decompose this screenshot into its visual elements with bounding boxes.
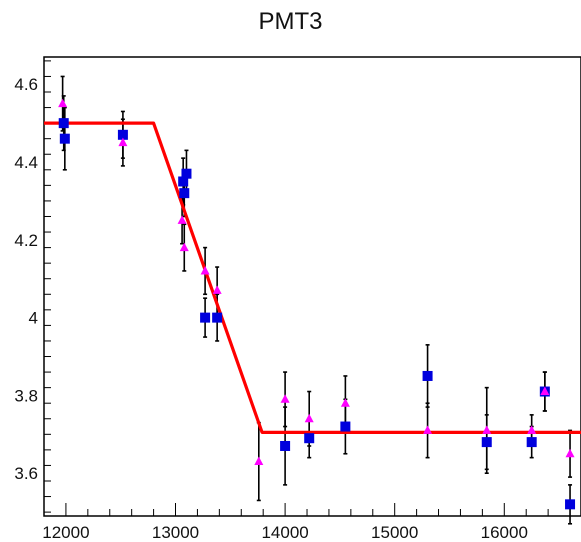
y-tick-label: 4.6 — [14, 75, 38, 94]
x-tick-label: 14000 — [261, 523, 308, 542]
triangle-point — [212, 285, 222, 294]
triangle-point — [177, 215, 187, 224]
x-tick-label: 16000 — [481, 523, 528, 542]
square-point — [178, 176, 189, 187]
square-point — [565, 499, 576, 510]
triangle-point — [527, 425, 537, 434]
x-tick-label: 13000 — [152, 523, 199, 542]
square-point — [59, 133, 70, 144]
square-point — [526, 437, 537, 448]
triangle-point — [58, 98, 68, 108]
triangle-point — [280, 394, 290, 403]
y-tick-label: 3.6 — [14, 464, 38, 483]
y-tick-label: 4.4 — [14, 153, 38, 172]
chart-title: PMT3 — [258, 8, 323, 35]
x-tick-label: 15000 — [371, 523, 418, 542]
y-tick-label: 4.2 — [14, 231, 38, 250]
square-point — [181, 168, 192, 179]
triangle-point — [254, 456, 264, 466]
fit-line — [44, 121, 581, 434]
square-point — [481, 437, 492, 448]
square-point — [422, 370, 433, 381]
triangle-point — [540, 386, 550, 396]
y-tick-label: 3.8 — [14, 386, 38, 405]
triangle-point — [482, 425, 492, 434]
square-point — [304, 433, 315, 444]
triangle-point — [179, 242, 189, 252]
square-point — [340, 421, 351, 432]
x-tick-label: 12000 — [42, 523, 89, 542]
square-point — [179, 188, 190, 199]
square-point — [280, 440, 291, 451]
square-point — [117, 129, 128, 140]
triangle-point — [340, 398, 350, 407]
triangle-point — [304, 413, 314, 423]
square-point — [212, 312, 223, 323]
plot-frame — [43, 56, 581, 517]
square-point — [58, 118, 69, 129]
triangle-point — [118, 137, 128, 147]
y-tick-label: 4 — [29, 309, 38, 328]
square-point — [200, 312, 211, 323]
triangle-point — [200, 265, 210, 275]
triangle-point — [565, 448, 575, 458]
triangle-point — [423, 425, 433, 434]
